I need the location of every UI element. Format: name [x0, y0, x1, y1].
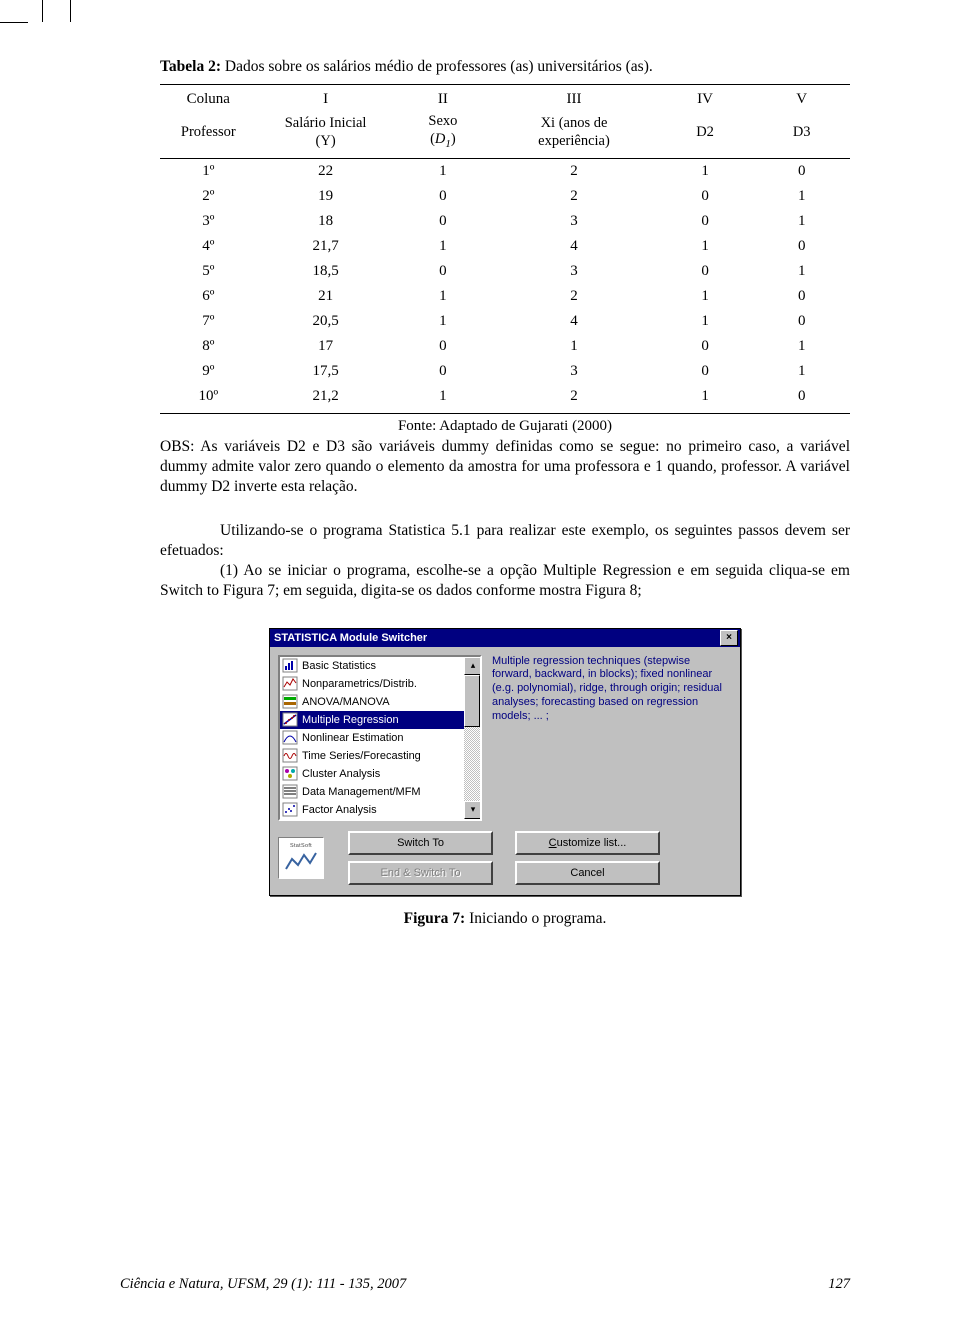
- list-item[interactable]: Factor Analysis: [280, 801, 464, 819]
- page-footer: Ciência e Natura, UFSM, 29 (1): 111 - 13…: [120, 1276, 850, 1293]
- tabela2: Coluna I II III IV V Professor Salário I…: [160, 84, 850, 414]
- module-listbox[interactable]: Basic Statistics Nonparametrics/Distrib.…: [278, 655, 482, 821]
- customize-list-button[interactable]: Customize list...: [515, 831, 660, 855]
- th-salario: Salário Inicial (Y): [257, 110, 395, 158]
- table-row: 1º221210: [160, 158, 850, 184]
- logo-icon: [284, 849, 318, 873]
- tabela2-header-labels: Professor Salário Inicial (Y) Sexo (D1) …: [160, 110, 850, 158]
- th-v: V: [753, 85, 850, 111]
- table-row: 5º18,50301: [160, 259, 850, 284]
- statsoft-logo: StatSoft: [278, 837, 324, 879]
- figura7-caption: Figura 7: Iniciando o programa.: [160, 910, 850, 928]
- list-item-label: Nonparametrics/Distrib.: [302, 678, 417, 690]
- module-icon: [282, 766, 298, 781]
- module-icon: [282, 730, 298, 745]
- th-iv: IV: [657, 85, 754, 111]
- module-description: Multiple regression techniques (stepwise…: [490, 655, 732, 821]
- th-coluna: Coluna: [160, 85, 257, 111]
- scroll-up-button[interactable]: ▴: [464, 657, 482, 675]
- list-item-label: Factor Analysis: [302, 804, 377, 816]
- module-icon: [282, 784, 298, 799]
- footer-journal: Ciência e Natura, UFSM, 29 (1): 111 - 13…: [120, 1276, 406, 1293]
- th-d2: D2: [657, 110, 754, 158]
- close-button[interactable]: ×: [720, 630, 738, 646]
- list-item-label: Data Management/MFM: [302, 786, 421, 798]
- footer-page-number: 127: [828, 1276, 850, 1293]
- th-i: I: [257, 85, 395, 111]
- close-icon: ×: [726, 632, 732, 643]
- list-item-label: Time Series/Forecasting: [302, 750, 421, 762]
- th-d3: D3: [753, 110, 850, 158]
- module-icon: [282, 676, 298, 691]
- tabela2-body: 1º221210 2º190201 3º180301 4º21,71410 5º…: [160, 158, 850, 413]
- tabela2-obs: OBS: As variáveis D2 e D3 são variáveis …: [160, 437, 850, 497]
- tabela2-fonte: Fonte: Adaptado de Gujarati (2000): [160, 418, 850, 435]
- module-icon: [282, 802, 298, 817]
- figura7-caption-bold: Figura 7:: [404, 910, 466, 927]
- scroll-down-button[interactable]: ▾: [464, 801, 482, 819]
- list-item[interactable]: Data Management/MFM: [280, 783, 464, 801]
- body-paragraph: Utilizando-se o programa Statistica 5.1 …: [160, 521, 850, 602]
- body-p2: (1) Ao se iniciar o programa, escolhe-se…: [160, 562, 850, 599]
- figura7-caption-rest: Iniciando o programa.: [465, 910, 606, 927]
- end-switch-to-button[interactable]: End & Switch To: [348, 861, 493, 885]
- list-item[interactable]: Nonlinear Estimation: [280, 729, 464, 747]
- tabela2-caption: Tabela 2: Dados sobre os salários médio …: [160, 58, 850, 76]
- page: Tabela 2: Dados sobre os salários médio …: [0, 0, 960, 1333]
- list-item-label: Multiple Regression: [302, 714, 399, 726]
- table-row: 2º190201: [160, 184, 850, 209]
- scroll-track[interactable]: [464, 675, 480, 801]
- cancel-button[interactable]: Cancel: [515, 861, 660, 885]
- module-icon: [282, 694, 298, 709]
- list-item[interactable]: Nonparametrics/Distrib.: [280, 675, 464, 693]
- table-row: 6º211210: [160, 284, 850, 309]
- tabela2-caption-rest: Dados sobre os salários médio de profess…: [221, 58, 653, 75]
- th-ii: II: [395, 85, 492, 111]
- list-item-label: ANOVA/MANOVA: [302, 696, 390, 708]
- module-icon: [282, 712, 298, 727]
- list-item[interactable]: ANOVA/MANOVA: [280, 693, 464, 711]
- list-item[interactable]: Basic Statistics: [280, 657, 464, 675]
- tabela2-caption-bold: Tabela 2:: [160, 58, 221, 75]
- list-item[interactable]: Time Series/Forecasting: [280, 747, 464, 765]
- scroll-thumb[interactable]: [464, 675, 480, 727]
- crop-marks: [0, 0, 960, 40]
- th-iii: III: [491, 85, 657, 111]
- module-switcher-dialog: STATISTICA Module Switcher × Basic Stati…: [269, 628, 741, 896]
- module-icon: [282, 658, 298, 673]
- table-row: 7º20,51410: [160, 309, 850, 334]
- list-item-label: Basic Statistics: [302, 660, 376, 672]
- tabela2-header-numerals: Coluna I II III IV V: [160, 85, 850, 111]
- th-sexo: Sexo (D1): [395, 110, 492, 158]
- table-row: 10º21,21210: [160, 384, 850, 414]
- table-row: 8º170101: [160, 334, 850, 359]
- switch-to-button[interactable]: Switch To: [348, 831, 493, 855]
- dialog-titlebar[interactable]: STATISTICA Module Switcher ×: [270, 629, 740, 647]
- list-item-selected[interactable]: Multiple Regression: [280, 711, 464, 729]
- table-row: 4º21,71410: [160, 234, 850, 259]
- list-item-label: Nonlinear Estimation: [302, 732, 404, 744]
- table-row: 9º17,50301: [160, 359, 850, 384]
- list-item-label: Cluster Analysis: [302, 768, 380, 780]
- figura7-dialog-wrap: STATISTICA Module Switcher × Basic Stati…: [160, 628, 850, 896]
- dialog-title: STATISTICA Module Switcher: [274, 632, 720, 644]
- th-professor: Professor: [160, 110, 257, 158]
- th-xi: Xi (anos de experiência): [491, 110, 657, 158]
- listbox-scrollbar[interactable]: ▴ ▾: [464, 657, 480, 819]
- body-p1: Utilizando-se o programa Statistica 5.1 …: [160, 522, 850, 559]
- table-row: 3º180301: [160, 209, 850, 234]
- list-item[interactable]: Cluster Analysis: [280, 765, 464, 783]
- module-icon: [282, 748, 298, 763]
